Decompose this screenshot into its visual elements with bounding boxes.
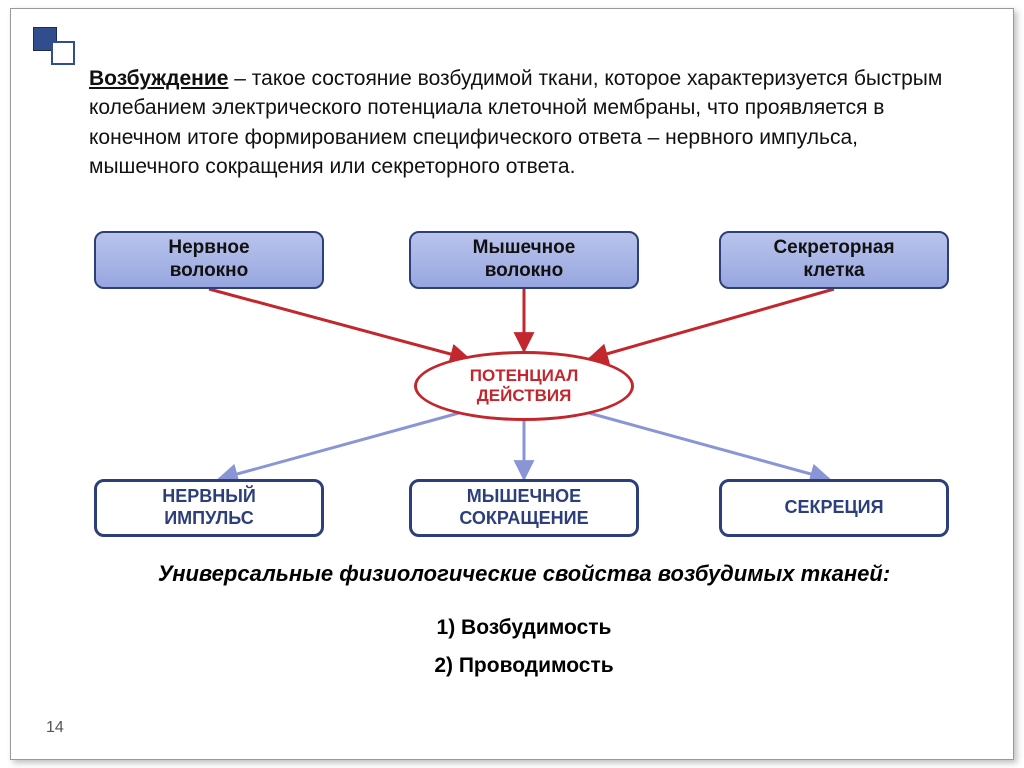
center-label: ПОТЕНЦИАЛ ДЕЙСТВИЯ [470, 366, 579, 407]
properties-list: 1) Возбудимость2) Проводимость [89, 609, 959, 685]
bottom-box-2: СЕКРЕЦИЯ [719, 479, 949, 537]
slide-frame: Возбуждение – такое состояние возбудимой… [10, 8, 1014, 760]
list-item-0: 1) Возбудимость [89, 609, 959, 647]
diagram: Нервное волокно Мышечное волокно Секреторн… [89, 231, 959, 541]
intro-term: Возбуждение [89, 67, 228, 90]
bottom-box-1: МЫШЕЧНОЕ СОКРАЩЕНИЕ [409, 479, 639, 537]
bottom-box-0: НЕРВНЫЙ ИМПУЛЬС [94, 479, 324, 537]
page-number: 14 [46, 719, 64, 737]
top-box-0: Нервное волокно [94, 231, 324, 289]
center-ellipse: ПОТЕНЦИАЛ ДЕЙСТВИЯ [414, 351, 634, 421]
properties-subtitle: Универсальные физиологические свойства в… [89, 561, 959, 587]
top-box-1: Мышечное волокно [409, 231, 639, 289]
top-box-2: Секреторная клетка [719, 231, 949, 289]
list-item-1: 2) Проводимость [89, 647, 959, 685]
corner-decoration [33, 27, 89, 67]
intro-paragraph: Возбуждение – такое состояние возбудимой… [89, 64, 959, 182]
